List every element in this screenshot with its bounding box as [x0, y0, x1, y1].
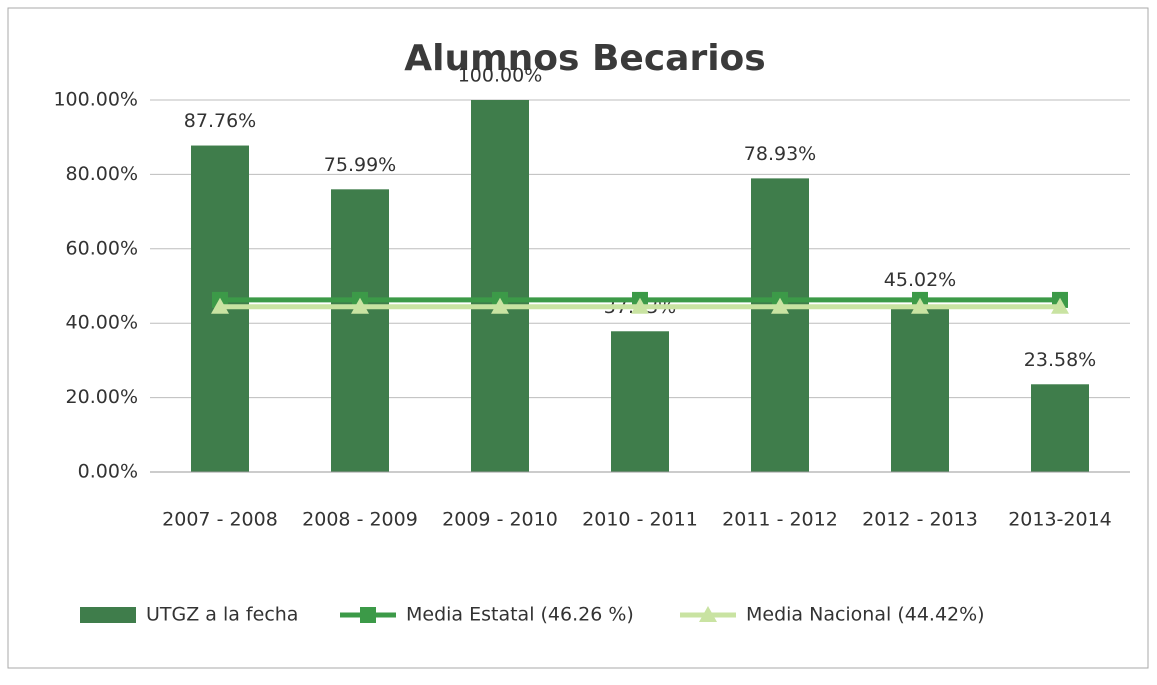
legend-label: UTGZ a la fecha: [146, 604, 298, 626]
legend-label: Media Estatal (46.26 %): [406, 604, 634, 626]
y-tick-label: 60.00%: [66, 237, 138, 259]
bar: [751, 178, 809, 472]
x-tick-label: 2012 - 2013: [862, 509, 978, 531]
bar: [331, 189, 389, 472]
data-label: 45.02%: [884, 269, 956, 291]
chart-title: Alumnos Becarios: [404, 38, 765, 79]
line-marker: [631, 297, 649, 314]
x-tick-label: 2009 - 2010: [442, 509, 558, 531]
y-tick-label: 80.00%: [66, 163, 138, 185]
y-tick-label: 20.00%: [66, 386, 138, 408]
x-tick-label: 2008 - 2009: [302, 509, 418, 531]
data-label: 87.76%: [184, 110, 256, 132]
x-tick-label: 2010 - 2011: [582, 509, 698, 531]
y-tick-label: 0.00%: [78, 461, 138, 483]
x-tick-label: 2011 - 2012: [722, 509, 838, 531]
legend-marker: [699, 606, 717, 622]
bar: [891, 304, 949, 472]
bar: [471, 100, 529, 472]
data-label: 23.58%: [1024, 349, 1096, 371]
line-marker: [351, 297, 369, 314]
legend-marker: [360, 607, 376, 623]
legend-label: Media Nacional (44.42%): [746, 604, 985, 626]
y-tick-label: 100.00%: [53, 89, 138, 111]
line-marker: [211, 297, 229, 314]
y-tick-label: 40.00%: [66, 312, 138, 334]
line-marker: [911, 297, 929, 314]
line-marker: [491, 297, 509, 314]
data-label: 100.00%: [458, 65, 543, 87]
data-label: 78.93%: [744, 143, 816, 165]
line-marker: [771, 297, 789, 314]
data-label: 75.99%: [324, 154, 396, 176]
bar: [1031, 384, 1089, 472]
x-tick-label: 2013-2014: [1008, 509, 1112, 531]
chart-frame: [7, 7, 1149, 669]
line-marker: [1051, 297, 1069, 314]
legend-swatch: [80, 607, 136, 623]
x-tick-label: 2007 - 2008: [162, 509, 278, 531]
bar: [611, 331, 669, 472]
